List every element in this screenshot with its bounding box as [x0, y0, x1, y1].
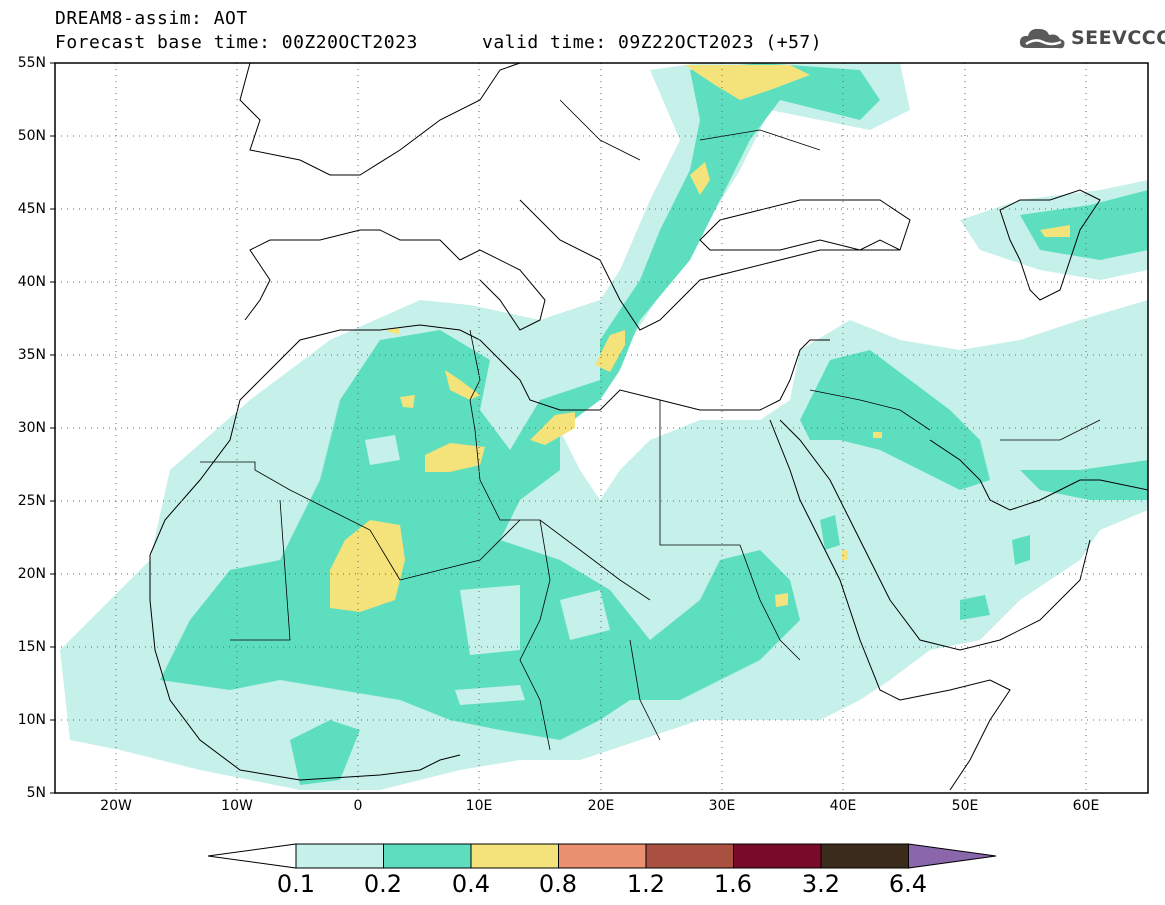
- cloud-icon: [1019, 28, 1065, 49]
- colorbar-label-0.2: 0.2: [363, 870, 403, 898]
- logo-text: SEEVCCC: [1071, 27, 1165, 49]
- colorbar-label-6.4: 6.4: [888, 870, 928, 898]
- forecast-base-time: Forecast base time: 00Z20OCT2023: [55, 32, 418, 53]
- coastlines: [149, 63, 1148, 791]
- colorbar-bin-0.2: [383, 843, 472, 869]
- lon-label-60e: 60E: [1072, 798, 1100, 814]
- lat-label-10n: 10N: [17, 712, 46, 728]
- lat-label-5n: 5N: [26, 785, 46, 801]
- lat-label-20n: 20N: [17, 566, 46, 582]
- lat-label-50n: 50N: [17, 128, 46, 144]
- lat-label-40n: 40N: [17, 274, 46, 290]
- lon-label-0: 0: [353, 798, 363, 814]
- tick-marks: [50, 62, 55, 794]
- lat-label-15n: 15N: [17, 639, 46, 655]
- valid-time: valid time: 09Z22OCT2023 (+57): [482, 32, 823, 53]
- colorbar-label-0.8: 0.8: [538, 870, 578, 898]
- aot-shading: [60, 63, 1148, 791]
- colorbar-label-3.2: 3.2: [801, 870, 841, 898]
- colorbar-label-0.1: 0.1: [276, 870, 316, 898]
- colorbar-bin-1.6: [733, 843, 822, 869]
- colorbar-bin-1.2: [645, 843, 734, 869]
- colorbar-under-arrow: [207, 843, 297, 869]
- colorbar: [207, 843, 997, 869]
- lon-label-50e: 50E: [951, 798, 979, 814]
- aot-level-0.4: [330, 65, 1070, 612]
- lon-label-20w: 20W: [100, 798, 132, 814]
- colorbar-label-0.4: 0.4: [451, 870, 491, 898]
- lon-label-10e: 10E: [465, 798, 493, 814]
- lon-label-30e: 30E: [708, 798, 736, 814]
- colorbar-label-1.2: 1.2: [626, 870, 666, 898]
- colorbar-bin-0.4: [470, 843, 559, 869]
- lat-label-25n: 25N: [17, 493, 46, 509]
- lat-label-55n: 55N: [17, 55, 46, 71]
- seevccc-logo: SEEVCCC: [1017, 24, 1165, 52]
- colorbar-over-arrow: [908, 843, 997, 869]
- lat-label-30n: 30N: [17, 420, 46, 436]
- colorbar-bin-0.1: [295, 843, 384, 869]
- grid-lines: [55, 63, 1148, 793]
- lat-label-35n: 35N: [17, 347, 46, 363]
- aot-holes: [365, 435, 610, 705]
- colorbar-bin-0.8: [558, 843, 647, 869]
- colorbar-label-1.6: 1.6: [713, 870, 753, 898]
- lon-label-40e: 40E: [829, 798, 857, 814]
- lat-label-45n: 45N: [17, 201, 46, 217]
- map-title: DREAM8-assim: AOT: [55, 8, 248, 29]
- lon-label-10w: 10W: [221, 798, 253, 814]
- lon-label-20e: 20E: [587, 798, 615, 814]
- colorbar-bin-3.2: [820, 843, 909, 869]
- country-borders: [200, 99, 1101, 751]
